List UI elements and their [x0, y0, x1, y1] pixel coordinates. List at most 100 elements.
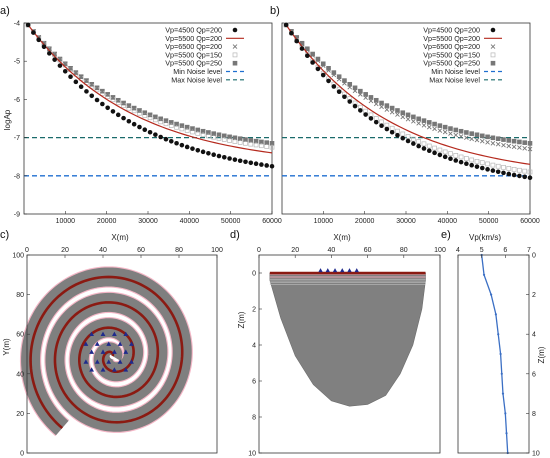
- raypath-fan: [269, 272, 426, 407]
- series-0-point: [485, 167, 490, 172]
- series-0-point: [405, 138, 411, 144]
- series-0-point: [501, 170, 506, 176]
- legend-label: Vp=5500 Qp=200: [165, 34, 222, 43]
- series-2-point-stroke-2: [506, 143, 512, 149]
- series-2: [25, 22, 275, 146]
- series-2-point: [347, 84, 353, 90]
- panel-b: b) 10000 20000 30000 40000 50000 60000 Vp=450…: [270, 5, 540, 225]
- series-4-point: [368, 95, 374, 100]
- series-0-point: [147, 129, 153, 135]
- series-3-point: [437, 147, 443, 153]
- series-4-point: [464, 130, 469, 135]
- series-2-point: [506, 143, 512, 149]
- series-0-point: [426, 148, 432, 154]
- x-tick-label: 20000: [355, 218, 375, 225]
- series-0-point: [253, 161, 259, 167]
- station-marker: [94, 341, 100, 346]
- series-4-point: [490, 135, 496, 141]
- series-4-point: [479, 133, 485, 139]
- y-tick-label: 2: [532, 292, 536, 299]
- station-marker: [117, 359, 123, 364]
- series-3-point: [442, 149, 448, 155]
- series-3-point: [421, 141, 427, 147]
- series-0-point: [248, 160, 254, 166]
- series-0-point: [153, 132, 158, 137]
- x-axis-label-d: X(m): [333, 233, 351, 242]
- series-2-point-stroke-2: [358, 92, 363, 97]
- legend-label: Vp=6500 Qp=200: [423, 42, 480, 51]
- x-tick-label: 50000: [221, 218, 241, 225]
- series-4-point: [363, 92, 368, 97]
- series-2-point: [479, 138, 485, 144]
- series-0-point: [527, 175, 533, 181]
- station-marker: [89, 349, 94, 354]
- series-2-point: [352, 88, 358, 94]
- series-0-point: [206, 151, 211, 156]
- series-2-point: [363, 95, 368, 101]
- series-4-point: [373, 97, 379, 103]
- series-0-point: [259, 162, 264, 167]
- series-2-point-stroke-2: [200, 128, 206, 134]
- series-2-point: [206, 130, 211, 135]
- series-2-point-stroke-2: [100, 88, 105, 94]
- velocity-point: [494, 313, 497, 316]
- series-2-point-stroke-2: [315, 58, 321, 63]
- panel-label-b: b): [270, 5, 280, 17]
- series-0-point: [464, 161, 469, 167]
- series-3-point: [227, 138, 232, 143]
- series-2-point-stroke-2: [517, 145, 522, 150]
- series-4-point: [411, 114, 416, 120]
- series-2-point-stroke-2: [395, 112, 400, 117]
- legend-swatch: [232, 52, 238, 58]
- series-3-point: [506, 166, 512, 171]
- velocity-point: [499, 352, 502, 356]
- velocity-point: [490, 293, 493, 296]
- station-marker: [106, 359, 112, 364]
- series-2-point: [131, 105, 137, 111]
- series-2-point-stroke-2: [269, 141, 275, 146]
- series-0-point: [221, 154, 227, 160]
- station-marker: [123, 349, 129, 354]
- x-tick-label: 10000: [314, 218, 334, 225]
- y-tick-label: 100: [12, 253, 24, 260]
- series-3-point: [184, 128, 190, 133]
- series-2-point-stroke-2: [384, 107, 390, 112]
- series-4-point: [400, 110, 406, 116]
- series-2-point: [227, 134, 232, 140]
- station-marker: [106, 341, 112, 346]
- series-2-point-stroke-2: [73, 70, 79, 75]
- y-tick-label: -4: [14, 21, 20, 28]
- series-3-point: [147, 115, 153, 121]
- series-0-point: [511, 172, 517, 178]
- series-2-point-stroke-2: [264, 140, 270, 145]
- series-2-point-stroke-2: [352, 88, 358, 94]
- y-tick-label: 10: [532, 451, 540, 458]
- series-3-point: [248, 141, 254, 147]
- x-tick-label: 80: [400, 247, 408, 254]
- series-2-point-stroke-2: [426, 124, 432, 130]
- series-2-point: [320, 63, 326, 68]
- legend-swatch-stroke-2: [232, 44, 238, 49]
- series-2-point: [179, 123, 185, 128]
- series-2-point: [243, 137, 248, 142]
- series-3-point: [474, 158, 480, 164]
- series-0-point: [264, 163, 269, 168]
- series-0-point: [363, 112, 368, 117]
- series-2-point: [221, 133, 227, 139]
- station-marker: [100, 331, 106, 336]
- series-3-point: [464, 156, 469, 161]
- series-4-point: [299, 40, 305, 46]
- series-0-point: [158, 134, 163, 140]
- legend-label: Vp=4500 Qp=200: [423, 26, 480, 35]
- series-4-point: [453, 127, 459, 133]
- series-3-point: [237, 140, 243, 145]
- series-0-point: [47, 51, 52, 56]
- series-3-point: [137, 110, 142, 116]
- series-0-point: [336, 89, 342, 95]
- series-2-point-stroke-2: [522, 146, 528, 151]
- series-2-point: [184, 124, 190, 130]
- y-tick-label: 0: [20, 451, 24, 458]
- series-0-point: [57, 63, 63, 68]
- series-2-point: [416, 121, 421, 126]
